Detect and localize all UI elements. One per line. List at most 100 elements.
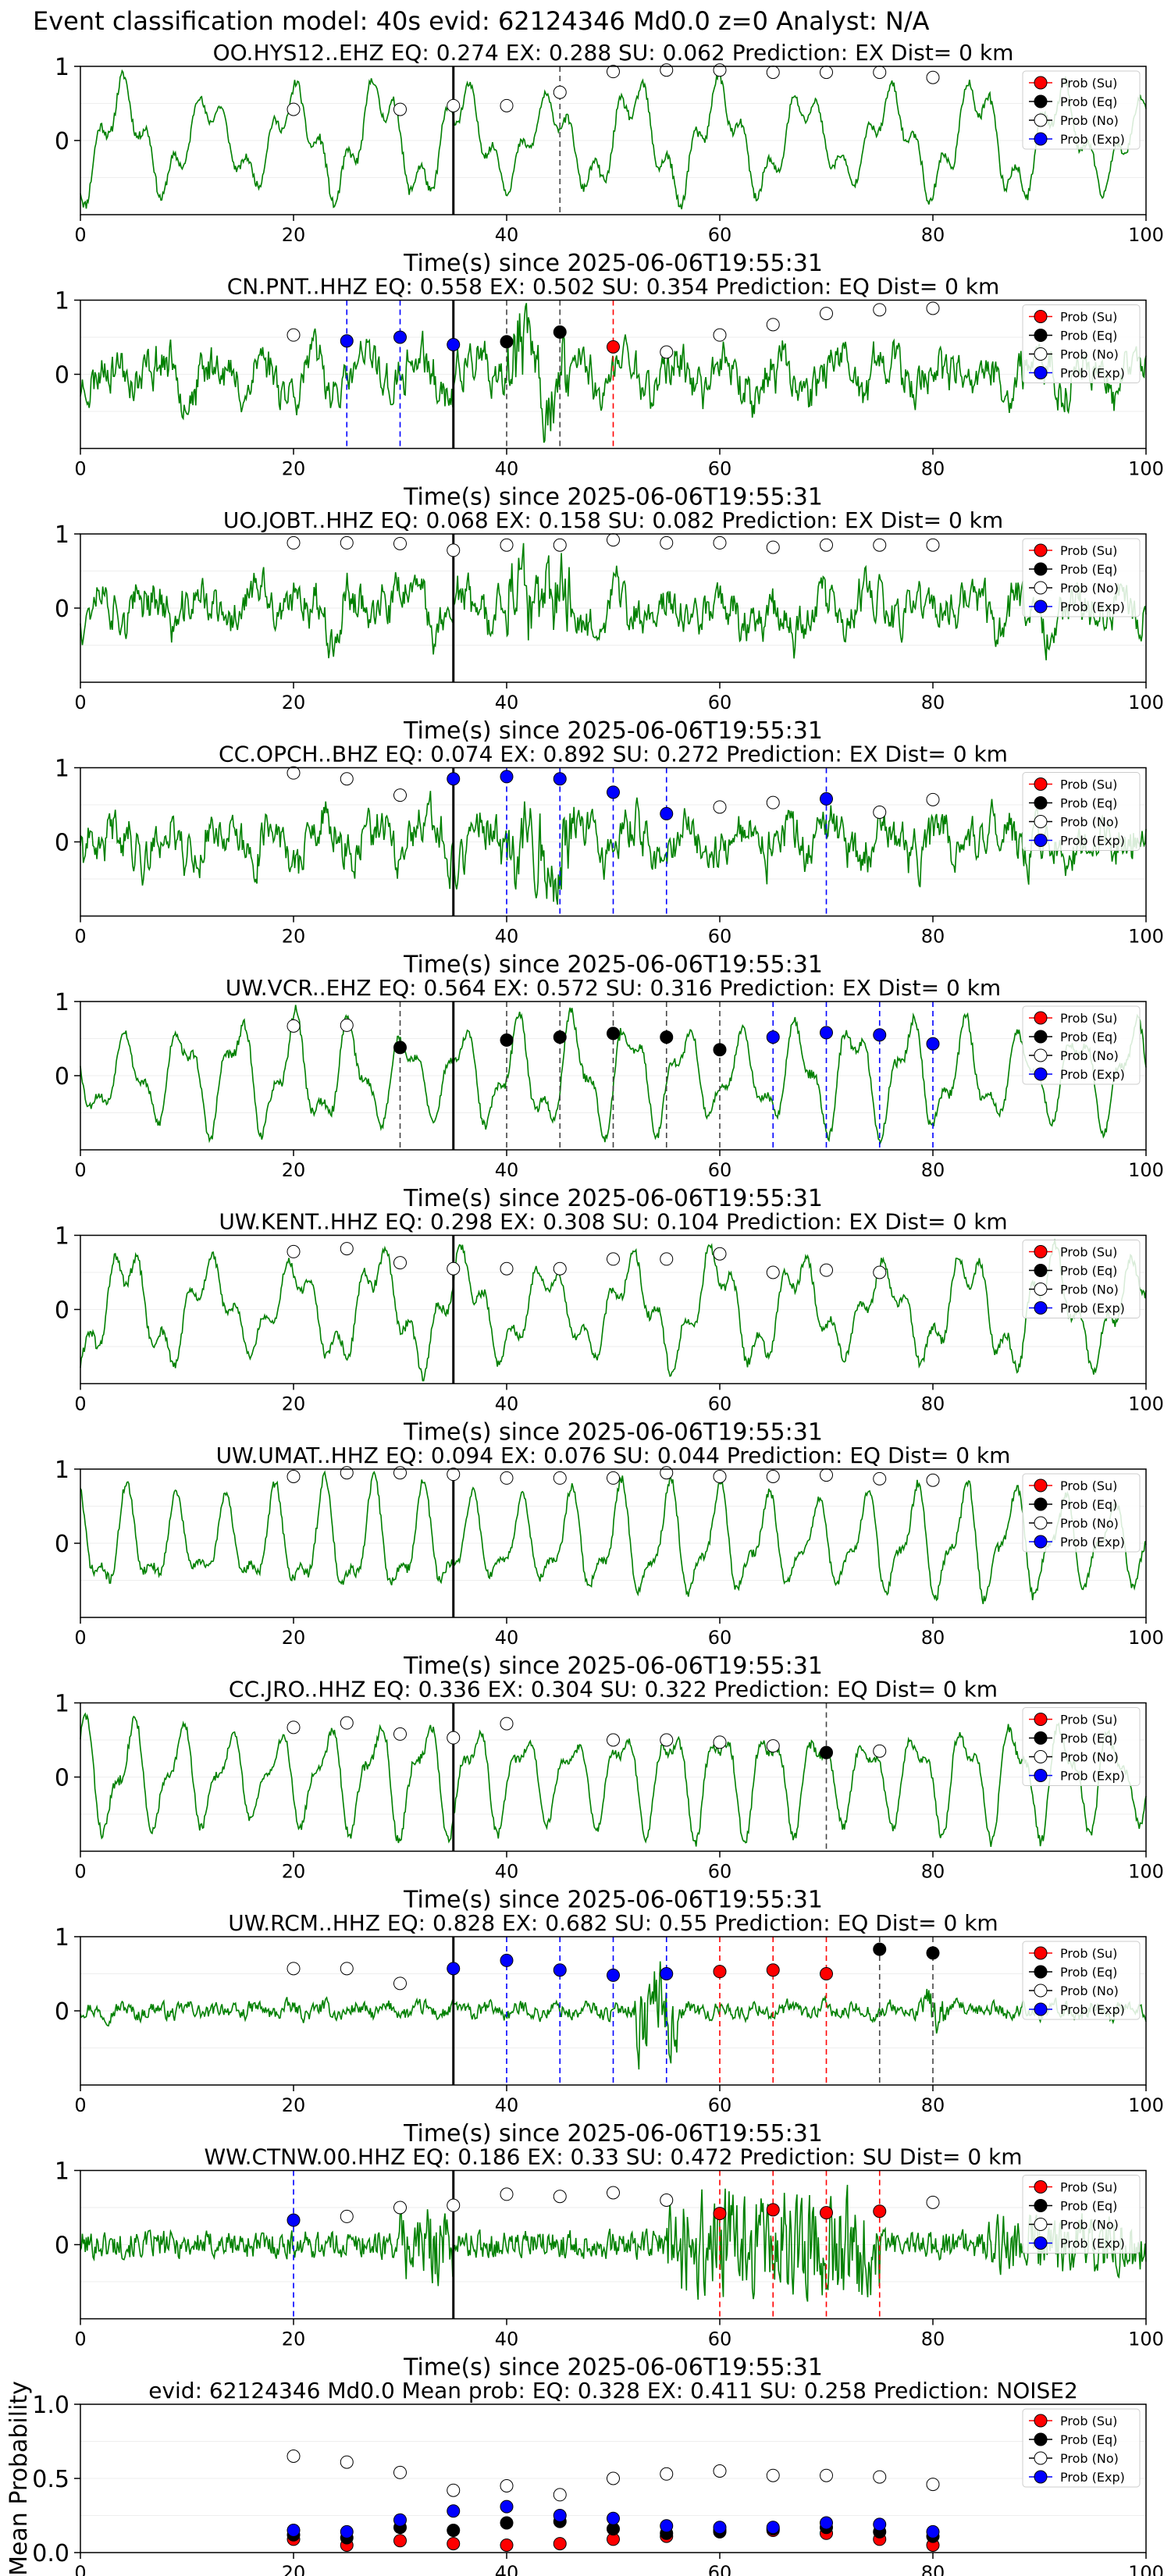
legend-label-eq: Prob (Eq) [1060,1731,1117,1746]
prob-marker-su [607,340,620,354]
prob-marker-no [713,1247,727,1261]
y-tick-label: 1 [55,521,69,549]
x-tick-label: 0 [74,926,86,948]
x-tick-label: 40 [495,458,519,480]
x-tick-label: 20 [282,458,306,480]
legend-marker-eq [1034,796,1048,809]
prob-marker-no [340,535,354,550]
prob-marker-exp [287,2213,301,2227]
chart-title: UW.VCR..EHZ EQ: 0.564 EX: 0.572 SU: 0.31… [226,975,1001,1001]
legend-label-exp: Prob (Exp) [1060,2236,1125,2251]
prob-marker-exp [393,330,407,344]
prob-marker-no [713,800,727,814]
prob-marker-eq [873,1942,887,1956]
prob-marker-exp [500,770,514,784]
y-tick-label: 1 [55,1924,69,1952]
x-tick-label: 20 [282,1861,306,1883]
prob-marker-no [607,1471,620,1485]
mean-prob-marker-exp [607,2511,620,2525]
legend-label-no: Prob (No) [1060,113,1119,128]
y-tick-label: 0 [55,596,69,623]
legend-marker-eq [1034,562,1048,576]
legend-marker-no [1034,1984,1048,1998]
prob-marker-no [873,1744,887,1758]
x-tick-label: 20 [282,692,306,713]
legend-marker-su [1034,543,1048,557]
legend-marker-su [1034,1245,1048,1258]
prob-marker-no [766,795,780,809]
prob-marker-eq [820,1745,833,1759]
legend-label-su: Prob (Su) [1060,1713,1117,1727]
chart-panel-6: UW.KENT..HHZ EQ: 0.298 EX: 0.308 SU: 0.1… [55,1209,1164,1446]
seismic-waveform [80,791,1147,905]
x-tick-label: 20 [282,2094,306,2116]
prob-marker-no [766,1739,780,1753]
prob-marker-no [393,788,407,802]
legend-label-su: Prob (Su) [1060,2414,1117,2428]
mean-prob-marker-exp [660,2519,674,2533]
x-tick-label: 60 [708,1861,732,1883]
legend-marker-su [1034,1946,1048,1960]
prob-marker-no [287,1019,301,1033]
prob-marker-no [660,1252,674,1266]
legend-box [1022,1240,1141,1318]
prob-marker-eq [553,325,567,339]
mean-prob-marker-no [447,2483,461,2497]
prob-marker-no [873,538,887,552]
prob-marker-no [500,538,514,552]
prob-marker-su [820,2206,833,2220]
prob-marker-no [393,1976,407,1991]
legend-label-no: Prob (No) [1060,347,1119,362]
x-tick-label: 20 [282,1159,306,1181]
chart-title: OO.HYS12..EHZ EQ: 0.274 EX: 0.288 SU: 0.… [213,40,1014,66]
seismic-waveform [80,1961,1147,2070]
mean-prob-marker-exp [926,2524,940,2539]
legend-marker-no [1034,347,1048,361]
legend-marker-no [1034,2218,1048,2231]
prob-marker-no [287,535,301,550]
legend-label-exp: Prob (Exp) [1060,2002,1125,2017]
x-tick-label: 100 [1128,692,1164,713]
legend-marker-su [1034,1713,1048,1726]
mean-prob-marker-exp [766,2521,780,2535]
prob-marker-eq [393,1041,407,1055]
y-tick-label: 1 [55,756,69,783]
prob-marker-no [500,2187,514,2201]
prob-marker-no [500,98,514,112]
prob-marker-no [607,1252,620,1266]
legend-label-eq: Prob (Eq) [1060,1030,1117,1044]
x-axis-label: Time(s) since 2025-06-06T19:55:31 [403,1419,823,1446]
prob-marker-exp [447,1962,461,1976]
mean-prob-marker-no [766,2468,780,2482]
x-tick-label: 40 [495,692,519,713]
prob-marker-no [766,1265,780,1279]
x-tick-label: 100 [1128,224,1164,246]
chart-panel-4: CC.OPCH..BHZ EQ: 0.074 EX: 0.892 SU: 0.2… [55,742,1164,979]
prob-marker-no [393,536,407,550]
prob-marker-no [553,2190,567,2204]
legend-marker-exp [1034,600,1048,614]
prob-marker-no [287,102,301,116]
seismic-waveform [80,69,1147,210]
x-tick-label: 20 [282,2562,306,2576]
prob-marker-no [873,1471,887,1485]
mean-prob-marker-no [393,2465,407,2479]
axes-frame [80,2403,1147,2553]
prob-marker-no [287,766,301,780]
prob-marker-no [340,2209,354,2223]
y-tick-label: 0 [55,1998,69,2026]
legend-label-su: Prob (Su) [1060,777,1117,792]
prob-marker-no [287,1720,301,1735]
seismic-waveform [80,1470,1147,1604]
mean-prob-marker-exp [340,2524,354,2539]
legend-box [1022,1005,1141,1085]
x-tick-label: 40 [495,2094,519,2116]
axes-frame [80,299,1147,450]
prob-marker-no [340,1962,354,1976]
mean-prob-marker-eq [500,2516,514,2530]
prob-marker-su [713,2207,727,2221]
legend-marker-su [1034,2180,1048,2194]
prob-marker-no [873,1265,887,1279]
prob-marker-no [287,1244,301,1258]
prob-marker-eq [500,1033,514,1047]
